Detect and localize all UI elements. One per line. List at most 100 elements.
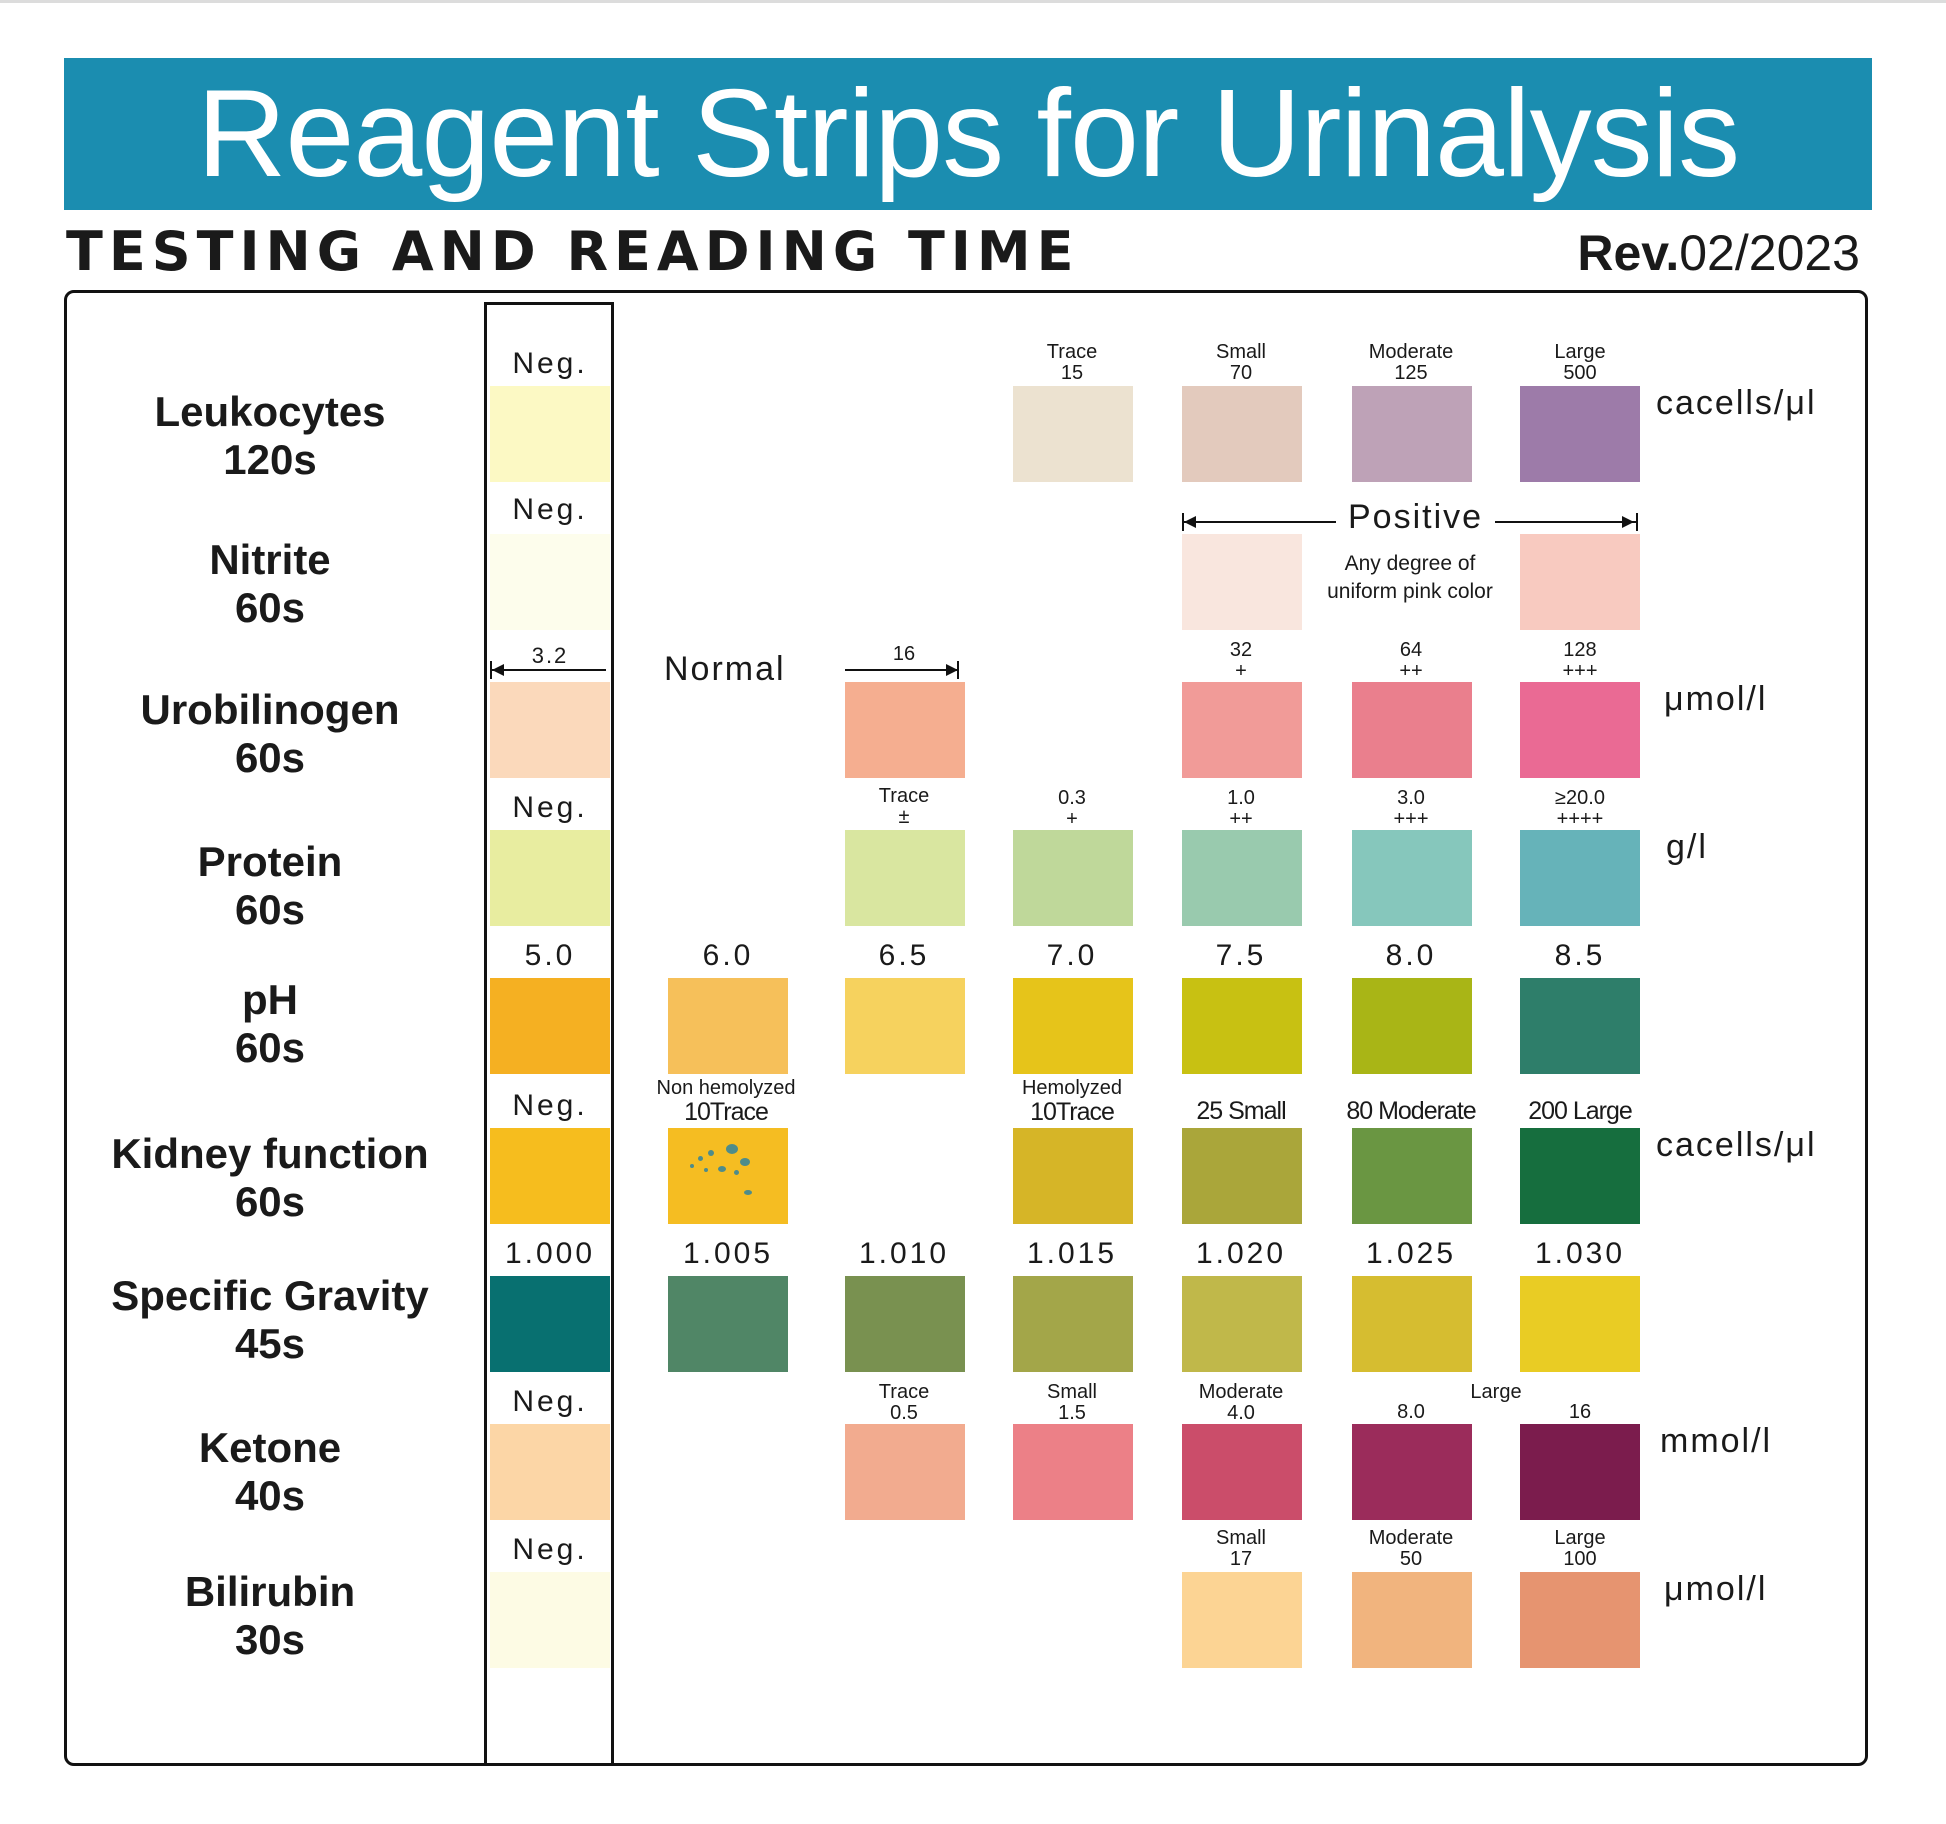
row-time: 40s [234, 1472, 306, 1519]
row-label-bilirubin: Bilirubin 30s [70, 1568, 470, 1664]
level-label: Neg. [512, 1385, 588, 1418]
level-label: 128 +++ [1562, 640, 1597, 682]
speckle [698, 1156, 703, 1161]
unit-label: cacells/μl [1656, 1126, 1817, 1164]
color-swatch [1520, 682, 1640, 778]
level-label: Moderate 125 [1369, 342, 1454, 384]
large-range-label: Large [1470, 1381, 1522, 1403]
level-name: Small [1046, 1381, 1098, 1403]
color-swatch [490, 534, 610, 630]
row-label-leukocytes: Leukocytes 120s [70, 388, 470, 484]
level-name: Moderate [1198, 1381, 1284, 1403]
color-swatch [1352, 978, 1472, 1074]
level-label: Large 100 [1554, 1528, 1605, 1570]
color-swatch [1352, 830, 1472, 926]
color-swatch [1520, 1424, 1640, 1520]
arrowhead-right [946, 664, 958, 676]
color-swatch [1182, 978, 1302, 1074]
row-name: Urobilinogen [140, 686, 400, 733]
level-name: Hemolyzed [1021, 1077, 1123, 1099]
level-value: ≥20.0 [1555, 787, 1605, 809]
level-name: Trace [878, 785, 930, 807]
color-swatch [490, 386, 610, 482]
level-name: Small [1215, 341, 1267, 363]
section-subtitle: TESTING AND READING TIME [66, 220, 1080, 283]
level-value: 3.0 [1397, 787, 1425, 809]
arrowhead-left [1184, 516, 1196, 528]
level-grade: ++ [1229, 808, 1253, 830]
color-swatch [1352, 1424, 1472, 1520]
level-label: 7.5 [1215, 939, 1267, 972]
level-label: Hemolyzed 10Trace [1021, 1077, 1123, 1126]
color-swatch [1182, 1128, 1302, 1224]
level-name: Non hemolyzed [656, 1077, 796, 1099]
row-time: 60s [234, 734, 306, 781]
color-swatch [1013, 1276, 1133, 1372]
row-label-kidney-function: Kidney function 60s [70, 1130, 470, 1226]
level-value: 64 [1399, 639, 1423, 661]
level-label: 200 Large [1528, 1097, 1633, 1125]
color-swatch [845, 1424, 965, 1520]
level-label: 8.0 [1385, 939, 1437, 972]
level-name: Small [1215, 1527, 1267, 1549]
unit-label: g/l [1666, 828, 1708, 866]
level-label: 25 Small [1196, 1097, 1286, 1125]
level-label: 16 [892, 643, 916, 665]
color-swatch [1520, 978, 1640, 1074]
color-swatch [1352, 1572, 1472, 1668]
level-label: 1.010 [858, 1237, 950, 1270]
level-value: 500 [1563, 362, 1597, 384]
range-tick [1182, 513, 1184, 531]
level-value: 100 [1563, 1548, 1597, 1570]
row-name: pH [242, 976, 298, 1023]
level-label: Neg. [512, 493, 588, 526]
level-value: 70 [1229, 362, 1253, 384]
color-swatch [1013, 830, 1133, 926]
level-label: Trace 0.5 [879, 1382, 929, 1424]
color-swatch [490, 682, 610, 778]
level-value: 17 [1229, 1548, 1253, 1570]
arrowhead-left [492, 664, 504, 676]
speckle [744, 1190, 752, 1195]
level-label: 5.0 [524, 939, 576, 972]
row-time: 60s [234, 1178, 306, 1225]
level-name: Moderate [1368, 341, 1454, 363]
row-name: Nitrite [209, 536, 331, 583]
level-label: 3.2 [531, 643, 569, 668]
color-swatch [1013, 1424, 1133, 1520]
level-label: 1.0 ++ [1227, 788, 1255, 830]
note-line: uniform pink color [1327, 580, 1493, 603]
speckle [734, 1170, 739, 1175]
row-label-ph: pH 60s [70, 976, 470, 1072]
level-label: 6.0 [702, 939, 754, 972]
speckle [708, 1150, 714, 1156]
level-label: Large 500 [1554, 342, 1605, 384]
level-label: Moderate 50 [1369, 1528, 1454, 1570]
color-swatch-speckled [668, 1128, 788, 1224]
color-swatch [1182, 1276, 1302, 1372]
level-label: Neg. [512, 791, 588, 824]
level-label: 6.5 [878, 939, 930, 972]
color-swatch [1182, 534, 1302, 630]
level-value: 125 [1394, 362, 1428, 384]
level-grade: ++ [1399, 660, 1423, 682]
color-swatch [668, 978, 788, 1074]
row-time: 30s [234, 1616, 306, 1663]
row-label-nitrite: Nitrite 60s [70, 536, 470, 632]
level-value: 10Trace [1030, 1098, 1115, 1126]
color-swatch [490, 1128, 610, 1224]
color-swatch [1182, 682, 1302, 778]
level-name: Trace [878, 1381, 930, 1403]
speckle [690, 1164, 694, 1168]
revision-date: 02/2023 [1679, 225, 1860, 281]
negative-column-frame [484, 302, 614, 1766]
level-value: 0.5 [890, 1402, 918, 1424]
level-label: 32 + [1230, 640, 1252, 682]
level-label: 16 [1568, 1401, 1592, 1423]
unit-label: μmol/l [1664, 1570, 1768, 1608]
level-grade: +++ [1562, 660, 1598, 682]
level-label: Small 17 [1216, 1528, 1266, 1570]
color-swatch [1182, 1572, 1302, 1668]
color-swatch [1520, 1128, 1640, 1224]
range-tick [957, 661, 959, 679]
